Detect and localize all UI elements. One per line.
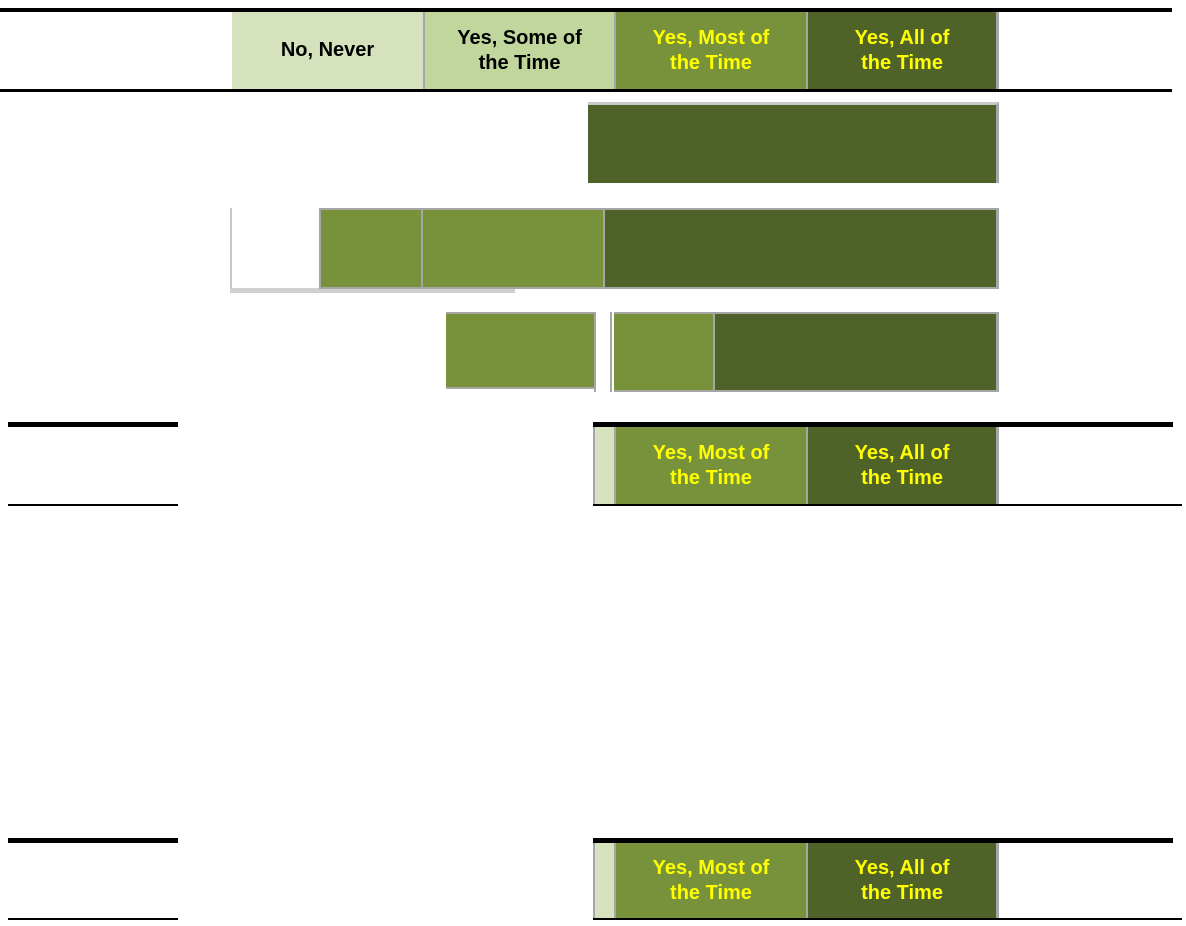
- top-rule: [0, 8, 1172, 12]
- bottom-legend-all-time-label: Yes, All of the Time: [854, 856, 950, 904]
- mid-rule-right-bottom: [593, 504, 1182, 506]
- mid-legend-most-time: Yes, Most of the Time: [614, 427, 806, 504]
- bottom-rule-left-bottom: [8, 918, 178, 920]
- bar-row2-all-time: [603, 208, 999, 289]
- row2-left-bracket: [230, 208, 232, 290]
- bottom-legend-all-time: Yes, All of the Time: [806, 843, 999, 918]
- bar-row3-most-time-a: [446, 312, 614, 389]
- legend-some-time: Yes, Some of the Time: [423, 12, 614, 89]
- legend-all-time: Yes, All of the Time: [806, 12, 999, 89]
- row3-divider: [610, 312, 612, 392]
- legend-all-time-label: Yes, All of the Time: [854, 26, 950, 74]
- legend-most-time: Yes, Most of the Time: [614, 12, 806, 89]
- bar-row3-most-time-b: [614, 312, 713, 392]
- bottom-legend-most-time: Yes, Most of the Time: [614, 843, 806, 918]
- bar-row2-most-time-b: [423, 208, 603, 289]
- mid-rule-left-bottom: [8, 504, 178, 506]
- bottom-legend-stub: [593, 843, 614, 918]
- bar-row3-all-time: [713, 312, 999, 392]
- legend-no-never: No, Never: [232, 12, 423, 89]
- bar-row2-most-time-a: [319, 208, 423, 289]
- row2-bottom-shadow: [230, 288, 515, 293]
- legend-no-never-label: No, Never: [280, 39, 375, 61]
- mid-legend-all-time: Yes, All of the Time: [806, 427, 999, 504]
- mid-legend-all-time-label: Yes, All of the Time: [854, 441, 950, 489]
- bottom-rule-right-top: [593, 838, 1173, 843]
- mid-rule-right-top: [593, 422, 1173, 427]
- bottom-legend-most-time-label: Yes, Most of the Time: [652, 856, 770, 904]
- row3-gap: [594, 312, 614, 392]
- mid-legend-most-time-label: Yes, Most of the Time: [652, 441, 770, 489]
- mid-legend-stub: [593, 427, 614, 504]
- legend-some-time-label: Yes, Some of the Time: [457, 26, 582, 74]
- bottom-rule-left-top: [8, 838, 178, 843]
- bottom-rule-right-bottom: [593, 918, 1182, 920]
- bar-row1-all-time: [588, 102, 999, 183]
- top-rule-bottom: [0, 89, 1172, 92]
- mid-rule-left-top: [8, 422, 178, 427]
- legend-most-time-label: Yes, Most of the Time: [652, 26, 770, 74]
